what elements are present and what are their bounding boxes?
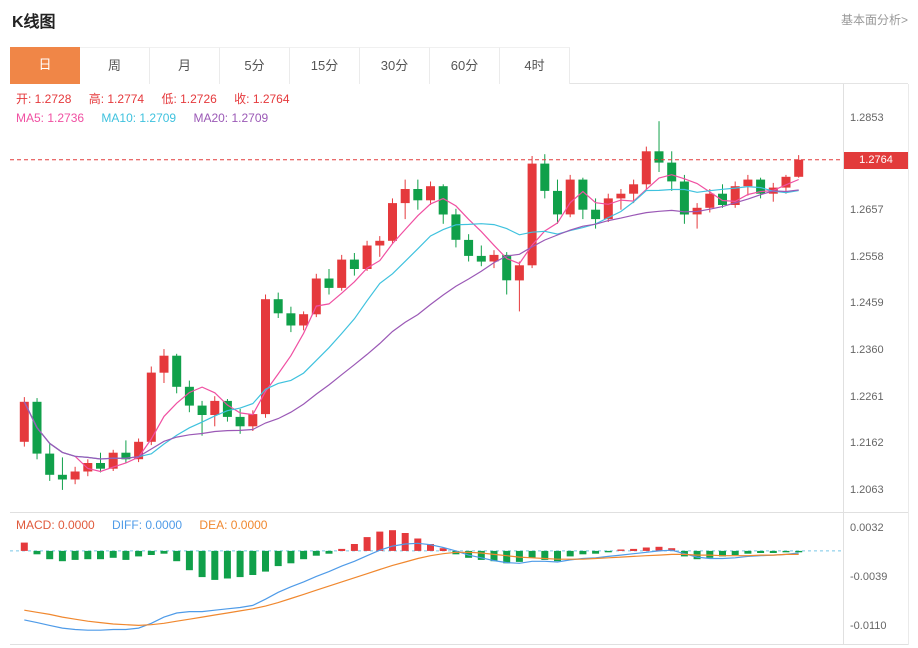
ohlc-close: 收: 1.2764: [234, 92, 290, 106]
tab-week[interactable]: 周: [80, 47, 150, 84]
ohlc-low: 低: 1.2726: [161, 92, 217, 106]
price-axis-label: 1.2558: [850, 251, 884, 263]
page-title: K线图: [12, 14, 56, 31]
tab-5min[interactable]: 5分: [220, 47, 290, 84]
macd-value: MACD: 0.0000: [16, 518, 95, 532]
price-axis-label: 1.2657: [850, 204, 884, 216]
tab-day[interactable]: 日: [10, 47, 80, 84]
ohlc-legend: 开: 1.2728 高: 1.2774 低: 1.2726 收: 1.2764: [16, 90, 304, 107]
price-axis-label: 1.2261: [850, 391, 884, 403]
dea-value: DEA: 0.0000: [199, 518, 268, 532]
tab-4hour[interactable]: 4时: [500, 47, 570, 84]
ma5-value: MA5: 1.2736: [16, 111, 85, 125]
current-price-badge: 1.2764: [844, 152, 908, 169]
diff-value: DIFF: 0.0000: [112, 518, 183, 532]
ma-legend: MA5: 1.2736 MA10: 1.2709 MA20: 1.2709: [16, 111, 282, 125]
bottom-border: [10, 644, 908, 645]
tab-month[interactable]: 月: [150, 47, 220, 84]
price-axis: 1.2853 1.2657 1.2558 1.2459 1.2360 1.2261 1.21…: [843, 84, 913, 512]
macd-axis-label: -0.0039: [850, 571, 888, 583]
ohlc-high: 高: 1.2774: [88, 92, 145, 106]
period-tabs: 日 周 月 5分 15分 30分 60分 4时: [10, 47, 908, 84]
tab-60min[interactable]: 60分: [430, 47, 500, 84]
price-axis-label: 1.2162: [850, 437, 884, 449]
price-axis-label: 1.2459: [850, 297, 884, 309]
right-border: [908, 84, 909, 645]
price-axis-label: 1.2853: [850, 112, 884, 124]
macd-axis-label: -0.0110: [850, 620, 887, 632]
fundamental-analysis-link[interactable]: 基本面分析>: [840, 13, 908, 27]
axis-separator: [843, 84, 844, 645]
macd-chart[interactable]: [10, 513, 843, 644]
ohlc-open: 开: 1.2728: [16, 92, 72, 106]
panel-divider: [10, 512, 908, 513]
ma20-value: MA20: 1.2709: [193, 111, 269, 125]
candlestick-chart[interactable]: [10, 84, 843, 512]
macd-axis-label: 0.0032: [850, 522, 884, 534]
price-axis-label: 1.2063: [850, 484, 884, 496]
macd-legend: MACD: 0.0000 DIFF: 0.0000 DEA: 0.0000: [16, 518, 281, 532]
ma10-value: MA10: 1.2709: [101, 111, 177, 125]
macd-axis: 0.0032 -0.0039 -0.0110: [843, 512, 913, 643]
tab-30min[interactable]: 30分: [360, 47, 430, 84]
price-axis-label: 1.2360: [850, 344, 884, 356]
tab-15min[interactable]: 15分: [290, 47, 360, 84]
